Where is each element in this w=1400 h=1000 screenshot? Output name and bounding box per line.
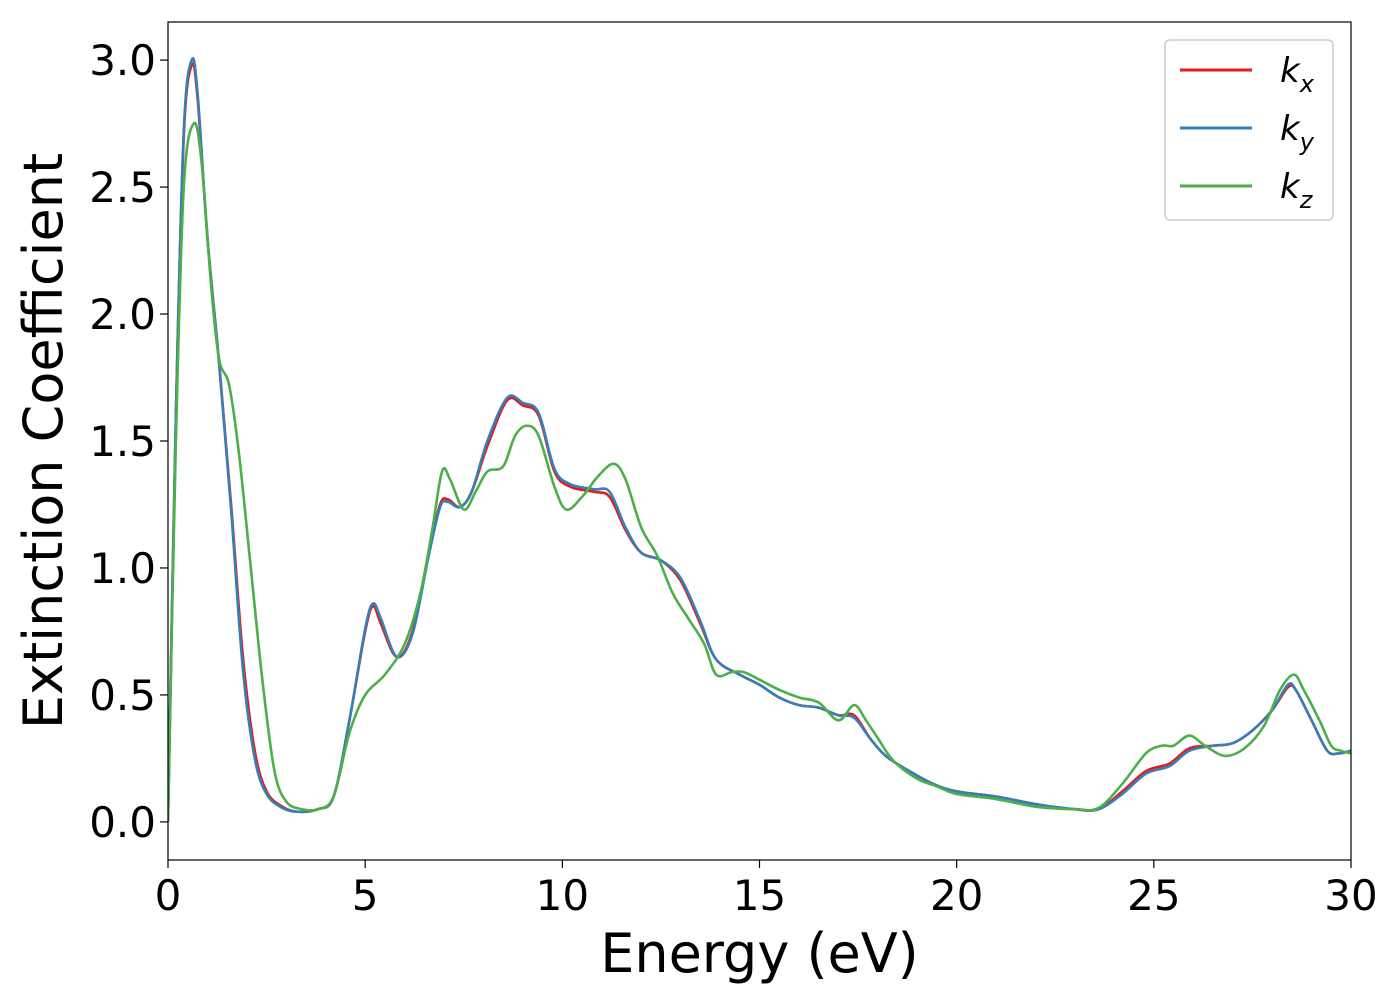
y-axis-ticks: 0.0 0.5 1.0 1.5 2.0 2.5 3.0 [89,36,168,847]
y-tick-label: 1.5 [89,417,156,466]
x-tick-label: 0 [155,871,182,920]
y-tick-label: 0.0 [89,798,156,847]
y-tick-label: 2.0 [89,290,156,339]
legend-box [1164,39,1334,221]
x-tick-label: 30 [1324,871,1377,920]
y-tick-label: 0.5 [89,671,156,720]
x-tick-label: 10 [536,871,589,920]
y-tick-label: 1.0 [89,544,156,593]
x-tick-label: 15 [733,871,786,920]
y-axis-label: Extinction Coefficient [12,153,75,729]
series-line-kz [168,121,1351,822]
y-tick-label: 3.0 [89,36,156,85]
y-tick-label: 2.5 [89,163,156,212]
series-lines [168,57,1351,822]
x-tick-label: 25 [1127,871,1180,920]
x-tick-label: 20 [930,871,983,920]
x-tick-label: 5 [352,871,379,920]
x-axis-label: Energy (eV) [600,922,919,985]
series-line-ky [168,57,1351,822]
x-axis-ticks: 0 5 10 15 20 25 30 [155,860,1378,920]
